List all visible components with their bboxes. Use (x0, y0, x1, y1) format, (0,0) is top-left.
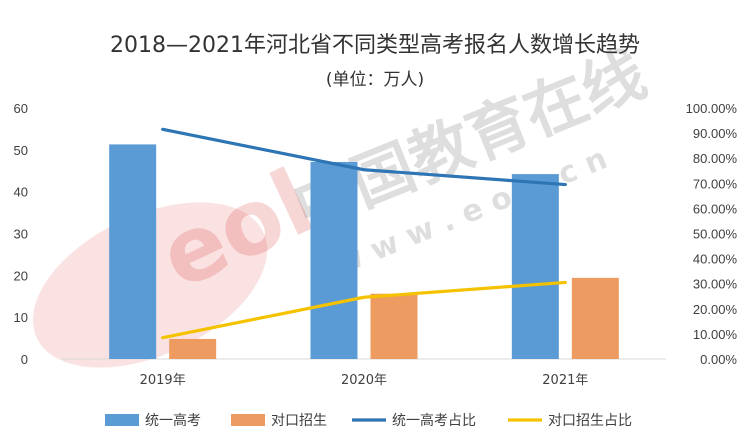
bar-vocational-0 (169, 338, 217, 359)
x-axis: 2019年 2020年 2021年 (140, 373, 589, 388)
chart-title: 2018—2021年河北省不同类型高考报名人数增长趋势 (110, 33, 640, 58)
bar-vocational-2 (571, 277, 619, 359)
right-axis: 0.00% 10.00% 20.00% 30.00% 40.00% 50.00% 60.00… (686, 101, 738, 367)
left-tick-label: 40 (14, 185, 28, 200)
right-tick-label: 60.00% (693, 201, 738, 216)
legend-label: 对口招生占比 (548, 413, 632, 429)
right-tick-label: 100.00% (686, 101, 738, 116)
left-tick-label: 20 (14, 268, 28, 283)
right-tick-label: 30.00% (693, 277, 738, 292)
line-unified-exam-share (161, 127, 567, 187)
right-tick-label: 0.00% (700, 352, 737, 367)
right-tick-label: 70.00% (693, 176, 738, 191)
legend-swatch-1 (231, 414, 265, 426)
left-tick-label: 0 (21, 352, 28, 367)
x-tick-label: 2019年 (140, 373, 186, 388)
legend-swatch-0 (105, 414, 139, 426)
bar-unified-exam-0 (109, 144, 157, 359)
bar-unified-exam-1 (310, 161, 358, 359)
lines (161, 127, 567, 340)
bars (109, 144, 619, 359)
left-tick-label: 10 (14, 310, 28, 325)
chart-subtitle: (单位：万人) (326, 70, 424, 90)
x-tick-label: 2021年 (542, 373, 588, 388)
right-tick-label: 50.00% (693, 227, 738, 242)
bar-unified-exam-2 (511, 174, 559, 359)
right-tick-label: 20.00% (693, 302, 738, 317)
left-axis: 0 10 20 30 40 50 60 (14, 101, 28, 367)
right-tick-label: 40.00% (693, 252, 738, 267)
x-tick-label: 2020年 (341, 373, 387, 388)
line-vocational-share (161, 280, 567, 340)
left-tick-label: 30 (14, 227, 28, 242)
right-tick-label: 90.00% (693, 126, 738, 141)
right-tick-label: 10.00% (693, 327, 738, 342)
legend-label: 统一高考 (145, 412, 201, 429)
left-tick-label: 60 (14, 101, 28, 116)
left-tick-label: 50 (14, 143, 28, 158)
right-tick-label: 80.00% (693, 151, 738, 166)
legend-label: 对口招生 (271, 413, 327, 429)
legend-label: 统一高考占比 (392, 412, 476, 429)
bar-vocational-1 (370, 293, 418, 359)
legend: 统一高考 对口招生 统一高考占比 对口招生占比 (105, 412, 632, 429)
